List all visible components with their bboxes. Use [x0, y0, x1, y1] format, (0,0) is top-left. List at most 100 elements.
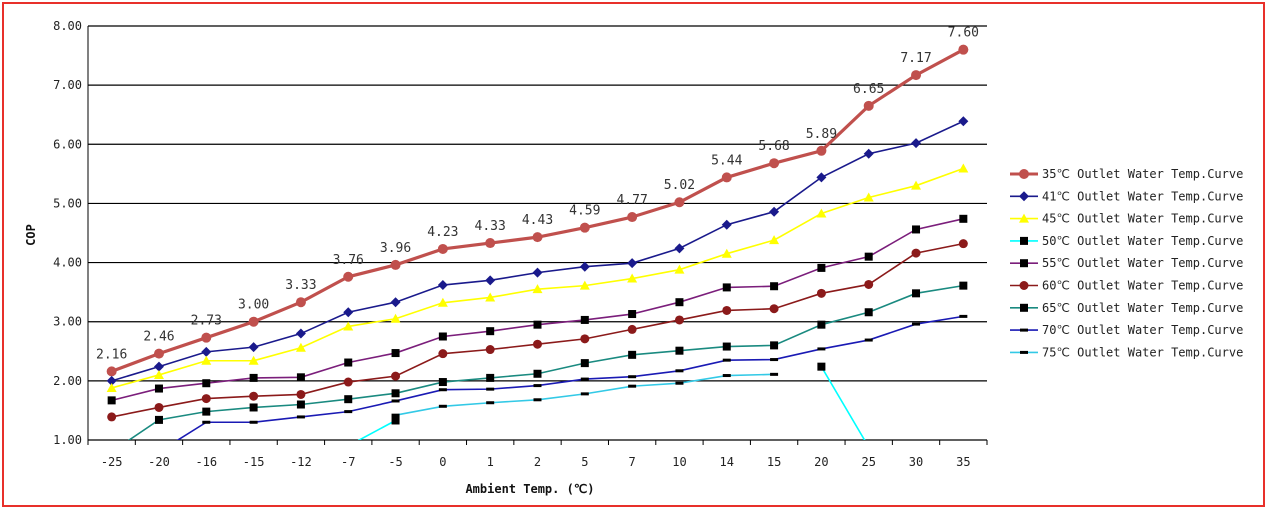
data-point [486, 373, 495, 382]
data-point [438, 378, 447, 387]
series-group [357, 362, 866, 440]
data-point [628, 310, 637, 319]
data-point [485, 345, 495, 355]
x-tick-label: 0 [439, 455, 446, 469]
data-point [817, 347, 826, 351]
data-point [1020, 303, 1028, 312]
data-point [864, 338, 873, 342]
data-point [249, 420, 258, 424]
data-point [722, 342, 731, 351]
legend: 35℃ Outlet Water Temp.Curve 41℃ Outlet Wa… [1010, 167, 1243, 359]
data-label: 7.17 [900, 51, 931, 66]
legend-label: 60℃ Outlet Water Temp.Curve [1042, 279, 1243, 293]
data-label: 2.46 [143, 330, 174, 345]
data-point [390, 297, 401, 308]
data-point [674, 197, 685, 208]
data-point [863, 100, 874, 111]
x-tick-label: 2 [534, 455, 541, 469]
x-tick-label: 5 [581, 455, 588, 469]
legend-item: 65℃ Outlet Water Temp.Curve [1010, 301, 1243, 315]
data-point [201, 394, 211, 404]
data-point [248, 355, 259, 365]
x-tick-label: -25 [101, 455, 123, 469]
x-tick-labels: -25 -20 -16 -15 -12 -7 -5 0 1 2 5 7 10 14 15 20 25 30 35 [101, 455, 971, 469]
data-point [674, 243, 685, 254]
data-point [959, 281, 968, 290]
data-point [107, 412, 117, 422]
data-point [627, 273, 638, 283]
data-point [391, 413, 400, 417]
data-point [721, 219, 732, 230]
series-line [176, 315, 964, 440]
data-point [627, 324, 637, 334]
series-line [357, 419, 396, 440]
data-point [912, 225, 921, 234]
data-point [912, 289, 921, 298]
data-point [486, 387, 495, 391]
data-point [816, 145, 827, 156]
data-point [770, 372, 779, 376]
data-point [864, 279, 874, 289]
legend-label: 50℃ Outlet Water Temp.Curve [1042, 234, 1243, 248]
data-point [817, 362, 826, 371]
data-point [722, 358, 731, 362]
y-tick-label: 1.00 [53, 433, 82, 447]
data-point [1019, 281, 1029, 290]
data-point [770, 358, 779, 362]
data-point [154, 384, 163, 393]
data-point [533, 339, 542, 349]
data-point [390, 313, 401, 323]
data-point [438, 332, 447, 341]
data-point [675, 381, 684, 385]
data-point [391, 399, 400, 403]
data-point [391, 416, 400, 425]
data-point [533, 384, 542, 388]
data-point [817, 263, 826, 272]
series-group [106, 116, 969, 386]
data-point [249, 373, 258, 382]
data-point [295, 297, 306, 308]
data-label: 7.60 [948, 26, 979, 41]
data-point [343, 307, 354, 318]
data-point [153, 369, 164, 379]
data-point [722, 305, 732, 315]
data-point [816, 208, 827, 218]
series-group [176, 314, 968, 440]
series-group [107, 214, 968, 405]
data-label: 6.65 [853, 82, 884, 97]
y-tick-label: 8.00 [53, 19, 82, 33]
y-axis-title: COP [24, 224, 38, 246]
legend-item: 75℃ Outlet Water Temp.Curve [1010, 345, 1243, 359]
data-point [437, 280, 448, 291]
data-point [532, 232, 543, 243]
data-point [295, 342, 306, 352]
data-point [958, 44, 969, 55]
legend-item: 60℃ Outlet Water Temp.Curve [1010, 279, 1243, 293]
x-tick-label: 30 [909, 455, 923, 469]
data-point [579, 222, 590, 233]
data-label: 3.76 [333, 253, 364, 268]
data-label: 4.23 [427, 225, 458, 240]
data-point [579, 261, 590, 272]
data-point [1020, 328, 1028, 332]
data-point [391, 389, 400, 398]
data-point [863, 192, 874, 202]
data-point [863, 148, 874, 159]
data-point [343, 377, 353, 387]
x-axis-title: Ambient Temp. (℃) [465, 482, 594, 496]
data-point [1020, 350, 1028, 354]
data-point [580, 392, 589, 396]
data-point [817, 320, 826, 329]
data-label: 2.73 [191, 314, 222, 329]
data-point [437, 243, 448, 254]
series-group [106, 44, 969, 377]
data-point [153, 348, 164, 359]
data-point [1019, 169, 1029, 179]
data-point [438, 388, 447, 392]
data-point [770, 341, 779, 350]
legend-item: 50℃ Outlet Water Temp.Curve [1010, 234, 1243, 248]
series-group [127, 281, 968, 440]
legend-item: 70℃ Outlet Water Temp.Curve [1010, 323, 1243, 337]
data-point [296, 415, 305, 419]
